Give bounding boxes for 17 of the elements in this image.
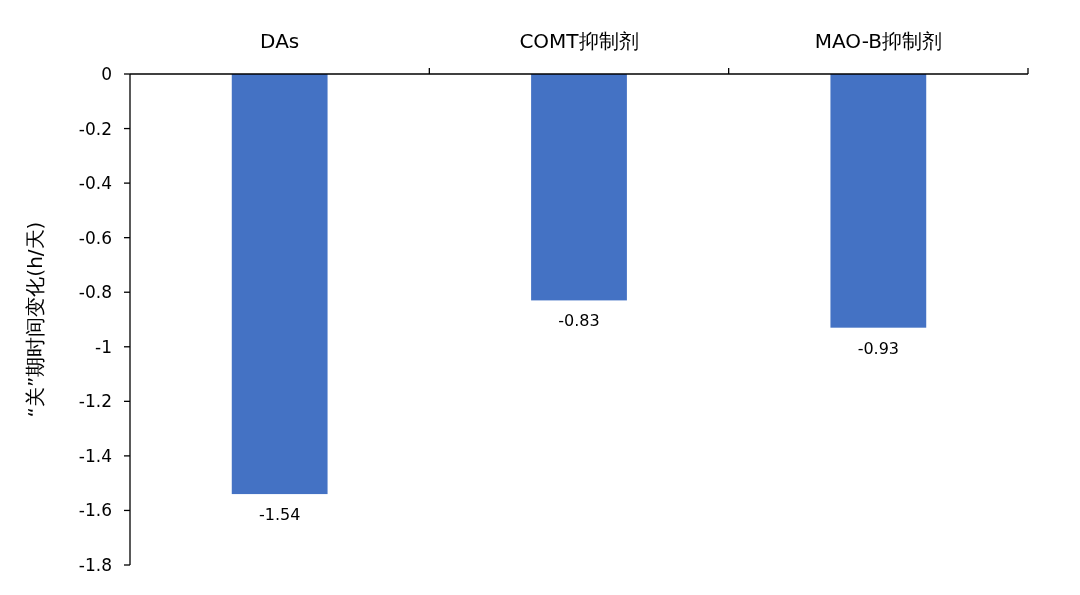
y-tick-label: -1: [95, 336, 112, 357]
y-tick-label: -0.8: [78, 282, 112, 303]
data-label: -0.83: [558, 311, 600, 331]
y-tick-label: -1.6: [78, 500, 112, 521]
x-tick-label: DAs: [260, 29, 300, 53]
y-tick-label: -1.2: [78, 391, 112, 412]
y-tick-label: -0.6: [78, 227, 112, 248]
y-tick-label: -1.8: [78, 555, 112, 575]
y-tick-label: 0: [101, 64, 112, 84]
x-tick-label: COMT抑制剂: [519, 29, 639, 53]
y-tick-label: -0.4: [78, 173, 112, 194]
data-label: -1.54: [258, 505, 301, 525]
y-tick-label: -0.2: [78, 118, 112, 139]
y-axis-title: “关”期时间变化(h/天): [23, 221, 47, 418]
x-tick-label: MAO-B抑制剂: [814, 29, 942, 53]
y-tick-label: -1.4: [78, 445, 112, 466]
data-label: -0.93: [857, 338, 900, 358]
